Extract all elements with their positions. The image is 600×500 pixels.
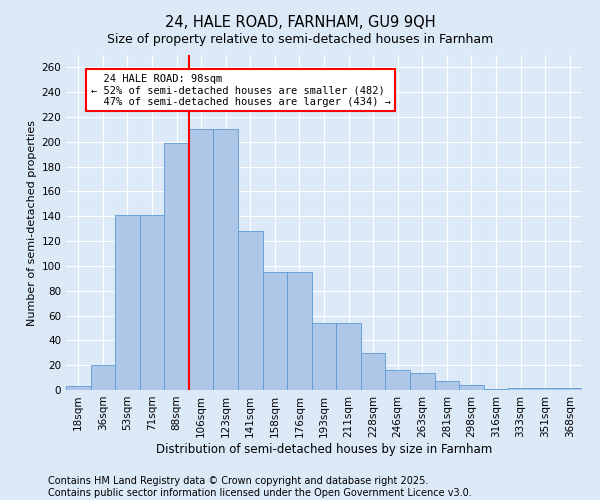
Bar <box>164 143 189 390</box>
X-axis label: Distribution of semi-detached houses by size in Farnham: Distribution of semi-detached houses by … <box>156 442 492 456</box>
Bar <box>410 372 434 390</box>
Bar <box>484 389 508 390</box>
Bar <box>91 365 115 390</box>
Bar <box>115 215 140 390</box>
Bar <box>557 388 582 390</box>
Bar <box>459 385 484 390</box>
Bar <box>66 386 91 390</box>
Bar <box>361 353 385 390</box>
Bar <box>140 215 164 390</box>
Bar <box>189 130 214 390</box>
Bar <box>336 323 361 390</box>
Bar <box>287 272 312 390</box>
Text: Contains HM Land Registry data © Crown copyright and database right 2025.
Contai: Contains HM Land Registry data © Crown c… <box>48 476 472 498</box>
Text: 24, HALE ROAD, FARNHAM, GU9 9QH: 24, HALE ROAD, FARNHAM, GU9 9QH <box>164 15 436 30</box>
Bar <box>238 231 263 390</box>
Bar <box>312 323 336 390</box>
Bar <box>263 272 287 390</box>
Bar <box>533 388 557 390</box>
Bar <box>214 130 238 390</box>
Bar <box>385 370 410 390</box>
Text: 24 HALE ROAD: 98sqm
← 52% of semi-detached houses are smaller (482)
  47% of sem: 24 HALE ROAD: 98sqm ← 52% of semi-detach… <box>91 74 391 107</box>
Bar <box>434 382 459 390</box>
Bar <box>508 388 533 390</box>
Y-axis label: Number of semi-detached properties: Number of semi-detached properties <box>27 120 37 326</box>
Text: Size of property relative to semi-detached houses in Farnham: Size of property relative to semi-detach… <box>107 32 493 46</box>
